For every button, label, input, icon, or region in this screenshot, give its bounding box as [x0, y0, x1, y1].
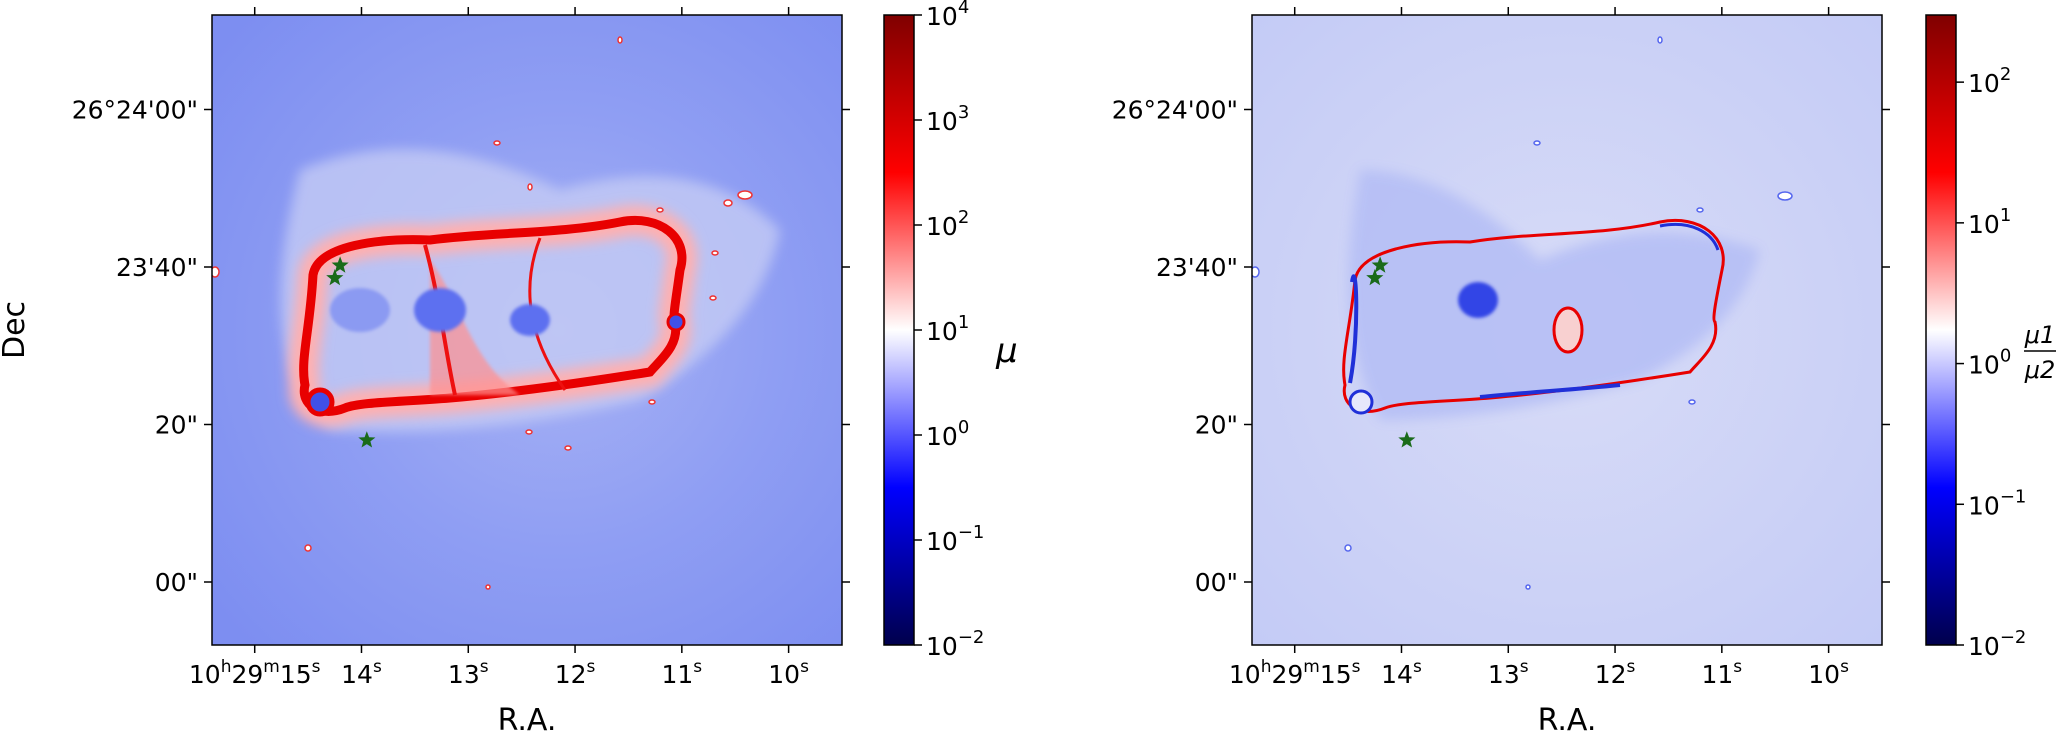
left-markers — [326, 256, 376, 448]
star-marker — [326, 269, 344, 286]
right-colorbar-label: μ1 μ2 — [2024, 321, 2056, 384]
colorbar-tick-label: 100 — [1968, 346, 2011, 380]
star-marker — [331, 256, 349, 273]
x-tick-label: 10s — [1808, 657, 1849, 689]
colorbar-tick-label: 103 — [926, 102, 969, 136]
right-colorbar-ticks: 102 101 100 10−1 10−2 — [1956, 64, 2026, 661]
star-marker — [1366, 269, 1384, 286]
heatmap-image — [1252, 15, 1882, 645]
right-y-ticks: 26°24'00" 23'40" 20" 00" — [1112, 96, 1890, 597]
right-colorbar — [1925, 14, 1957, 646]
colorbar-tick-label: 102 — [926, 207, 969, 241]
colorbar-tick-label: 10−2 — [1968, 627, 2026, 661]
colorbar-tick-label: 10−2 — [926, 627, 984, 661]
left-panel-magnification: 10h29m15s 14s 13s 12s 11s 10s 26°24'00" 23'40"… — [0, 0, 1018, 732]
left-y-ticks: 26°24'00" 23'40" 20" 00" — [72, 96, 850, 597]
right-markers — [1366, 256, 1416, 448]
colorbar-tick-label: 100 — [926, 417, 969, 451]
y-tick-label: 20" — [155, 411, 198, 440]
x-tick-label: 13s — [1488, 657, 1529, 689]
y-tick-label: 00" — [1195, 568, 1238, 597]
y-tick-label: 23'40" — [116, 253, 198, 282]
left-colorbar-ticks: 104 103 102 101 100 10−1 10−2 — [914, 0, 984, 661]
star-marker — [1371, 256, 1389, 273]
colorbar-tick-label: 10−1 — [926, 522, 984, 556]
y-tick-label: 00" — [155, 568, 198, 597]
right-plot-frame — [1251, 14, 1883, 646]
x-tick-label: 13s — [448, 657, 489, 689]
y-tick-label: 20" — [1195, 411, 1238, 440]
left-x-axis-title: R.A. — [498, 703, 557, 732]
right-colorbar-label-denominator: μ2 — [2024, 356, 2056, 384]
right-x-ticks: 10h29m15s 14s 13s 12s 11s 10s — [1229, 7, 1849, 689]
y-tick-label: 26°24'00" — [1112, 96, 1238, 125]
star-marker — [1398, 431, 1416, 448]
left-colorbar — [883, 14, 915, 646]
x-tick-label: 14s — [341, 657, 382, 689]
left-plot-frame — [211, 14, 843, 646]
right-panel-magnification-ratio: 10h29m15s 14s 13s 12s 11s 10s 26°24'00" 23'40"… — [1112, 7, 2056, 732]
x-tick-label: 10s — [768, 657, 809, 689]
left-y-axis-title: Dec — [0, 301, 32, 359]
x-tick-label: 12s — [1595, 657, 1636, 689]
x-tick-label: 10h29m15s — [189, 657, 321, 689]
x-tick-label: 12s — [555, 657, 596, 689]
left-colorbar-label: μ — [995, 331, 1018, 371]
x-tick-label: 14s — [1381, 657, 1422, 689]
left-x-ticks: 10h29m15s 14s 13s 12s 11s 10s — [189, 7, 809, 689]
y-tick-label: 26°24'00" — [72, 96, 198, 125]
colorbar-tick-label: 104 — [926, 0, 969, 31]
star-marker — [358, 431, 376, 448]
right-x-axis-title: R.A. — [1538, 703, 1597, 732]
x-tick-label: 11s — [1701, 657, 1742, 689]
x-tick-label: 10h29m15s — [1229, 657, 1361, 689]
colorbar-tick-label: 101 — [1968, 205, 2011, 239]
right-colorbar-label-numerator: μ1 — [2024, 321, 2056, 349]
x-tick-label: 11s — [661, 657, 702, 689]
heatmap-image — [212, 15, 842, 645]
colorbar-tick-label: 102 — [1968, 64, 2011, 98]
colorbar-tick-label: 101 — [926, 312, 969, 346]
y-tick-label: 23'40" — [1156, 253, 1238, 282]
colorbar-tick-label: 10−1 — [1968, 486, 2026, 520]
